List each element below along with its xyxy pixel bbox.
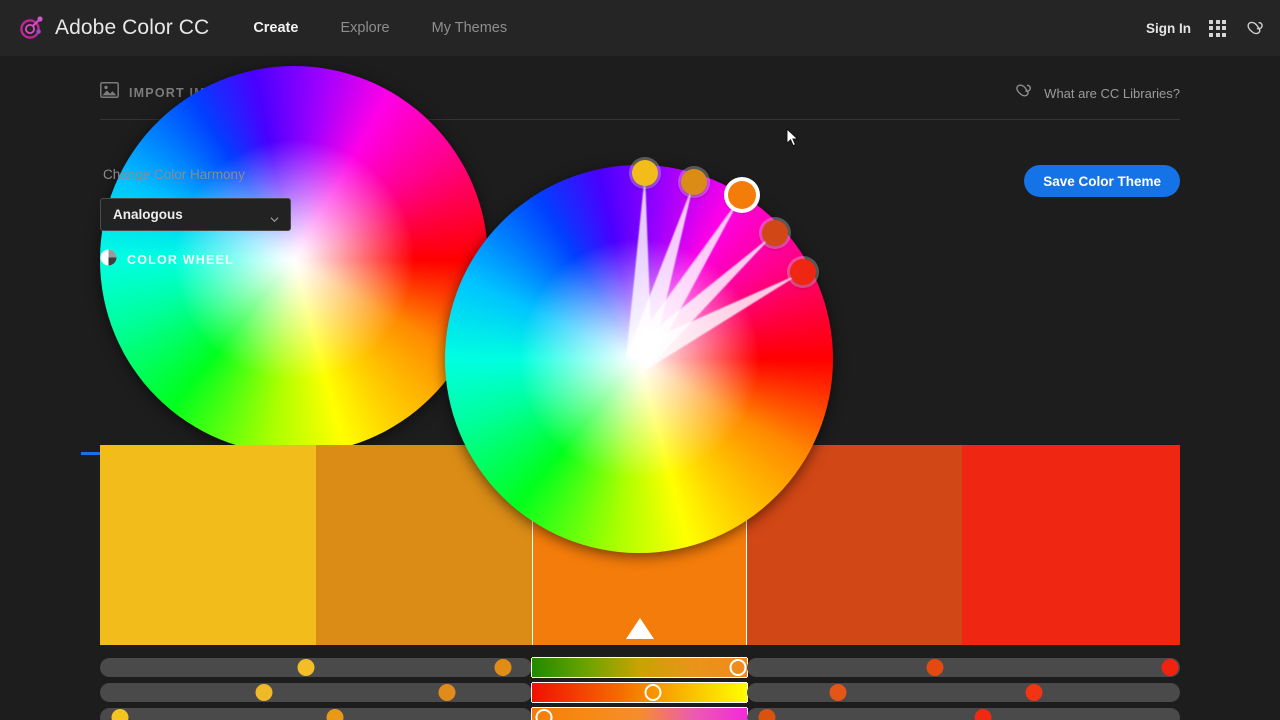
tab-color-wheel[interactable]: COLOR WHEEL: [81, 66, 507, 455]
color-swatch-strip: [100, 445, 1180, 645]
wheel-marker-5[interactable]: [790, 259, 816, 285]
chevron-down-icon: [270, 211, 279, 223]
color-wheel-icon: [100, 249, 117, 271]
app-grid-icon[interactable]: [1209, 19, 1226, 37]
adobe-color-logo-icon: [18, 15, 44, 41]
save-color-theme-button[interactable]: Save Color Theme: [1024, 165, 1180, 197]
slider-track-base-brightness[interactable]: [532, 708, 747, 720]
slider-handle-brightness-5[interactable]: [974, 709, 992, 720]
creative-cloud-icon[interactable]: [1244, 17, 1266, 39]
cc-libraries-label: What are CC Libraries?: [1044, 85, 1180, 101]
slider-handle-brightness-3[interactable]: [535, 709, 553, 720]
slider-handle-brightness-2[interactable]: [326, 709, 344, 720]
slider-handle-hue-1[interactable]: [297, 659, 315, 676]
color-slider-panel: [100, 658, 1180, 720]
harmony-label: Change Color Harmony: [103, 167, 245, 182]
color-swatch-4[interactable]: [747, 445, 962, 645]
slider-handle-saturation-1[interactable]: [255, 684, 273, 701]
color-swatch-5[interactable]: [962, 445, 1180, 645]
harmony-select[interactable]: Analogous: [100, 198, 291, 231]
slider-handle-brightness-1[interactable]: [111, 709, 129, 720]
sign-in-button[interactable]: Sign In: [1146, 20, 1191, 36]
arrow-cursor-icon: [786, 127, 800, 148]
creative-cloud-icon: [1013, 80, 1034, 106]
wheel-marker-3-active[interactable]: [728, 181, 756, 209]
harmony-selected-value: Analogous: [113, 207, 183, 222]
color-swatch-2[interactable]: [316, 445, 532, 645]
nav-link-create[interactable]: Create: [253, 20, 299, 36]
slider-handle-hue-2[interactable]: [494, 659, 512, 676]
slider-handle-hue-5[interactable]: [1161, 659, 1179, 676]
brand[interactable]: Adobe Color CC: [18, 15, 209, 41]
slider-track-left-hue[interactable]: [100, 658, 532, 677]
wheel-marker-1[interactable]: [632, 160, 658, 186]
slider-track-base-hue[interactable]: [532, 658, 747, 677]
slider-handle-brightness-4[interactable]: [758, 709, 776, 720]
slider-track-base-saturation[interactable]: [532, 683, 747, 702]
slider-handle-saturation-3[interactable]: [644, 684, 662, 701]
nav-right-group: Sign In: [1146, 0, 1266, 56]
slider-track-right-hue[interactable]: [747, 658, 1180, 677]
mode-tab-bar: IMPORT IMAGE COLOR WHEEL What are CC Lib…: [81, 66, 1180, 455]
slider-handle-saturation-2[interactable]: [438, 684, 456, 701]
nav-link-my-themes[interactable]: My Themes: [431, 20, 508, 36]
slider-handle-hue-3[interactable]: [729, 659, 747, 676]
base-color-indicator: [625, 618, 654, 639]
cc-libraries-link[interactable]: What are CC Libraries?: [1013, 66, 1180, 120]
slider-track-left-brightness[interactable]: [100, 708, 532, 720]
tab-color-wheel-label: COLOR WHEEL: [127, 253, 234, 267]
slider-track-left-saturation[interactable]: [100, 683, 532, 702]
slider-row-saturation: [100, 683, 1180, 702]
slider-handle-hue-4[interactable]: [926, 659, 944, 676]
image-icon: [100, 82, 119, 103]
wheel-marker-4[interactable]: [762, 220, 788, 246]
color-swatch-1[interactable]: [100, 445, 316, 645]
top-navigation-bar: Adobe Color CC Create Explore My Themes …: [0, 0, 1280, 56]
slider-row-brightness: [100, 708, 1180, 720]
slider-track-right-brightness[interactable]: [747, 708, 1180, 720]
app-title: Adobe Color CC: [55, 16, 210, 39]
slider-handle-saturation-5[interactable]: [1025, 684, 1043, 701]
slider-handle-saturation-4[interactable]: [829, 684, 847, 701]
main-nav-links: Create Explore My Themes: [253, 20, 549, 36]
wheel-marker-2[interactable]: [681, 169, 707, 195]
slider-track-right-saturation[interactable]: [747, 683, 1180, 702]
nav-link-explore[interactable]: Explore: [340, 20, 390, 36]
slider-row-hue: [100, 658, 1180, 677]
color-swatch-3[interactable]: [532, 445, 747, 645]
